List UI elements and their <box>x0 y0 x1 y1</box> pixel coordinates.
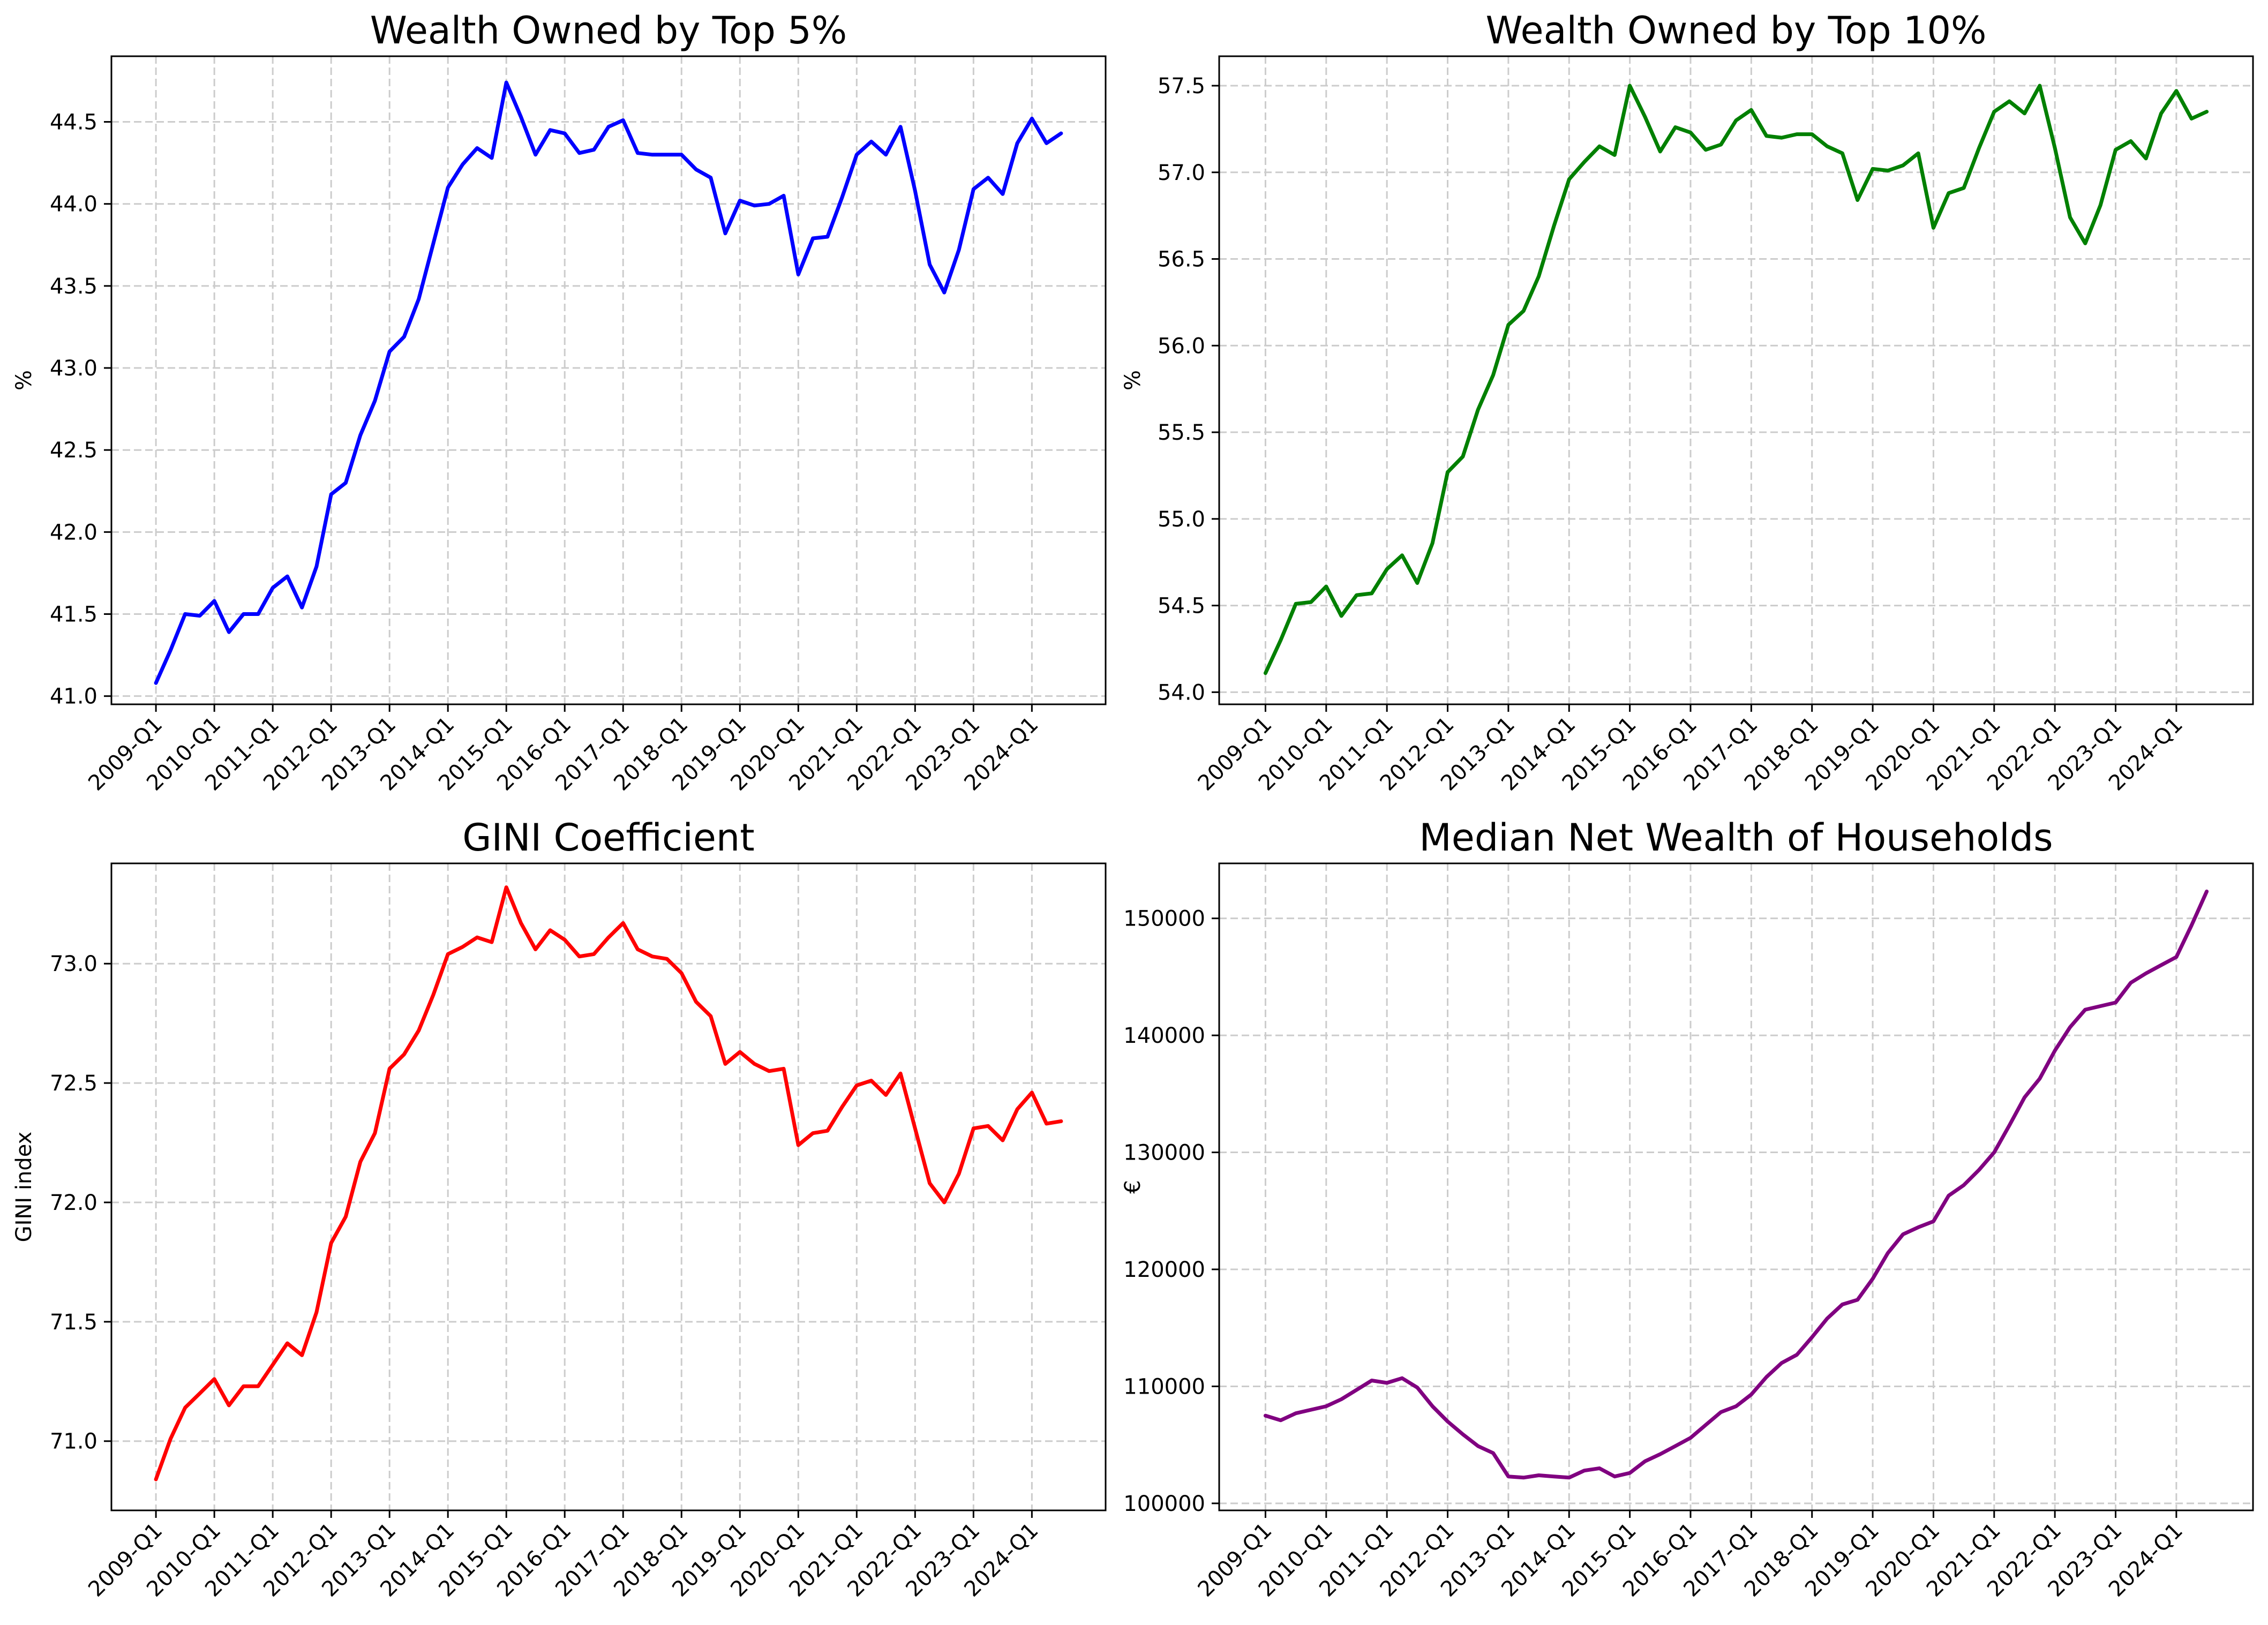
y-tick-label: 150000 <box>1123 907 1205 931</box>
series-line-top5 <box>154 80 1063 685</box>
y-tick-label: 73.0 <box>50 952 97 976</box>
plot-frame <box>1218 862 2254 1511</box>
y-tick-label: 110000 <box>1123 1374 1205 1399</box>
y-tick-label: 41.0 <box>50 684 97 709</box>
y-tick-label: 54.0 <box>1158 680 1205 705</box>
y-axis-label: GINI index <box>12 1132 36 1243</box>
y-tick-label: 57.5 <box>1158 74 1205 99</box>
chart-top5: 41.041.542.042.543.043.544.044.52009-Q12… <box>12 9 1107 796</box>
plot-frame <box>110 862 1107 1511</box>
y-tick-label: 57.0 <box>1158 161 1205 185</box>
chart-title: Wealth Owned by Top 5% <box>370 9 847 52</box>
chart-title: Wealth Owned by Top 10% <box>1485 9 1986 52</box>
chart-title: Median Net Wealth of Households <box>1419 816 2053 860</box>
y-axis-label: % <box>12 370 36 390</box>
y-axis-label: % <box>1121 370 1145 390</box>
plot-frame <box>110 55 1107 705</box>
y-tick-label: 55.5 <box>1158 420 1205 445</box>
plot-frame <box>1218 55 2254 705</box>
y-axis-label: € <box>1121 1180 1145 1193</box>
y-tick-label: 44.5 <box>50 110 97 135</box>
y-tick-label: 44.0 <box>50 192 97 217</box>
chart-median: 1000001100001200001300001400001500002009… <box>1121 816 2254 1602</box>
y-tick-label: 43.5 <box>50 274 97 299</box>
y-tick-label: 71.0 <box>50 1430 97 1454</box>
y-tick-label: 42.5 <box>50 438 97 463</box>
y-tick-label: 56.5 <box>1158 247 1205 272</box>
y-tick-label: 120000 <box>1123 1258 1205 1282</box>
y-tick-label: 41.5 <box>50 603 97 627</box>
y-tick-label: 56.0 <box>1158 334 1205 358</box>
y-tick-label: 43.0 <box>50 356 97 381</box>
series-line-top10 <box>1263 84 2209 675</box>
y-tick-label: 71.5 <box>50 1310 97 1335</box>
series-line-median <box>1263 889 2209 1480</box>
y-tick-label: 42.0 <box>50 520 97 545</box>
y-tick-label: 54.5 <box>1158 594 1205 619</box>
series-line-gini <box>154 885 1063 1481</box>
chart-gini: 71.071.572.072.573.02009-Q12010-Q12011-Q… <box>12 816 1107 1602</box>
chart-top10: 54.054.555.055.556.056.557.057.52009-Q12… <box>1121 9 2254 796</box>
chart-title: GINI Coefficient <box>462 816 754 860</box>
y-tick-label: 72.0 <box>50 1191 97 1215</box>
y-tick-label: 72.5 <box>50 1071 97 1096</box>
y-tick-label: 55.0 <box>1158 507 1205 532</box>
y-tick-label: 130000 <box>1123 1141 1205 1165</box>
y-tick-label: 100000 <box>1123 1492 1205 1516</box>
y-tick-label: 140000 <box>1123 1024 1205 1048</box>
charts-container: 41.041.542.042.543.043.544.044.52009-Q12… <box>12 9 2254 1602</box>
